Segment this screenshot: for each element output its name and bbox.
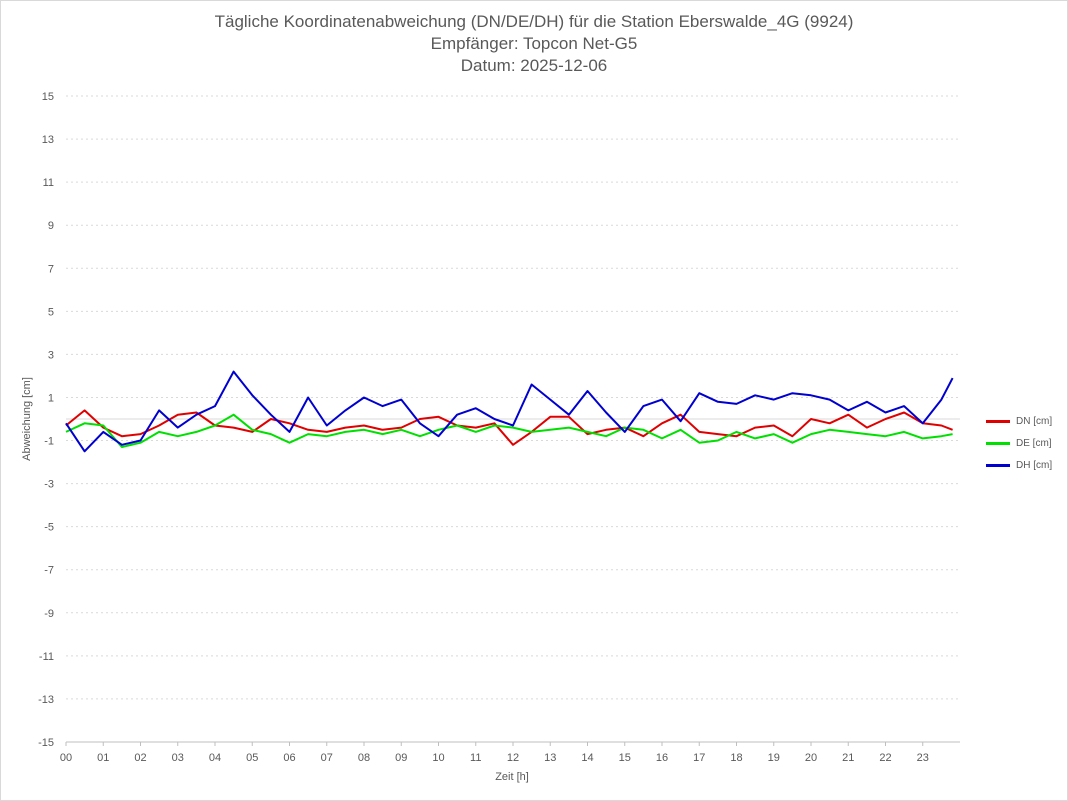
y-tick-label: -3: [44, 479, 54, 491]
series-layer: [65, 370, 954, 453]
series-line-de: [65, 413, 953, 448]
y-tick-label: -5: [44, 522, 54, 534]
x-tick-label: 08: [358, 752, 370, 764]
x-tick-label: 03: [172, 752, 184, 764]
y-tick-label: 3: [48, 349, 54, 361]
legend-item-dh: DH [cm]: [986, 454, 1052, 476]
y-tick-label: -13: [38, 694, 54, 706]
y-tick-label: -11: [39, 651, 54, 663]
y-tick-label: 13: [42, 134, 54, 146]
x-tick-label: 15: [619, 752, 631, 764]
x-tick-label: 04: [209, 752, 221, 764]
x-tick-labels: 00 01 02 03 04 05 06 07 08 09 10 11 12 13 14 15 16 17 18 19…: [60, 741, 960, 764]
x-tick-label: 17: [693, 752, 705, 764]
y-tick-label: 15: [42, 91, 54, 103]
y-tick-label: 7: [48, 263, 54, 275]
x-tick-label: 23: [917, 752, 929, 764]
series-line-dh: [65, 370, 954, 453]
x-tick-label: 00: [60, 752, 72, 764]
y-tick-label: 1: [48, 392, 54, 404]
y-tick-label: -9: [44, 608, 54, 620]
x-tick-label: 16: [656, 752, 668, 764]
y-tick-label: 5: [48, 306, 54, 318]
chart-titles: Tägliche Koordinatenabweichung (DN/DE/DH…: [1, 11, 1067, 77]
legend-item-dn: DN [cm]: [986, 410, 1052, 432]
x-tick-label: 19: [768, 752, 780, 764]
y-tick-label: 11: [43, 177, 54, 189]
x-tick-label: 11: [470, 752, 481, 764]
y-tick-label: -15: [38, 737, 54, 749]
legend: DN [cm] DE [cm] DH [cm]: [986, 410, 1052, 476]
y-tick-label: -1: [44, 436, 54, 448]
x-tick-label: 12: [507, 752, 519, 764]
chart-subtitle-receiver: Empfänger: Topcon Net-G5: [430, 34, 638, 53]
chart-subtitle-date: Datum: 2025-12-06: [460, 56, 608, 75]
x-tick-label: 20: [805, 752, 817, 764]
y-tick-label: -7: [44, 565, 54, 577]
x-tick-label: 18: [730, 752, 742, 764]
legend-label-dh: DH [cm]: [1016, 459, 1053, 471]
chart-title: Tägliche Koordinatenabweichung (DN/DE/DH…: [214, 12, 854, 31]
x-tick-label: 10: [432, 752, 444, 764]
y-tick-label: 9: [48, 220, 54, 232]
x-axis-label: Zeit [h]: [495, 771, 529, 783]
legend-swatch-dh: [986, 463, 1010, 467]
legend-item-de: DE [cm]: [986, 432, 1052, 454]
legend-label-dn: DN [cm]: [1016, 415, 1053, 427]
legend-swatch-de: [986, 441, 1010, 445]
legend-label-de: DE [cm]: [1016, 437, 1052, 449]
x-tick-label: 09: [395, 752, 407, 764]
x-tick-label: 21: [842, 752, 854, 764]
x-tick-label: 13: [544, 752, 556, 764]
x-tick-label: 22: [879, 752, 891, 764]
x-tick-label: 01: [97, 752, 109, 764]
y-axis-label: Abweichung [cm]: [21, 377, 33, 461]
x-tick-label: 02: [134, 752, 146, 764]
x-tick-label: 07: [321, 752, 333, 764]
x-tick-label: 05: [246, 752, 258, 764]
legend-swatch-dn: [986, 419, 1010, 423]
x-tick-label: 14: [581, 752, 593, 764]
x-tick-label: 06: [283, 752, 295, 764]
grid-layer: [66, 95, 960, 743]
